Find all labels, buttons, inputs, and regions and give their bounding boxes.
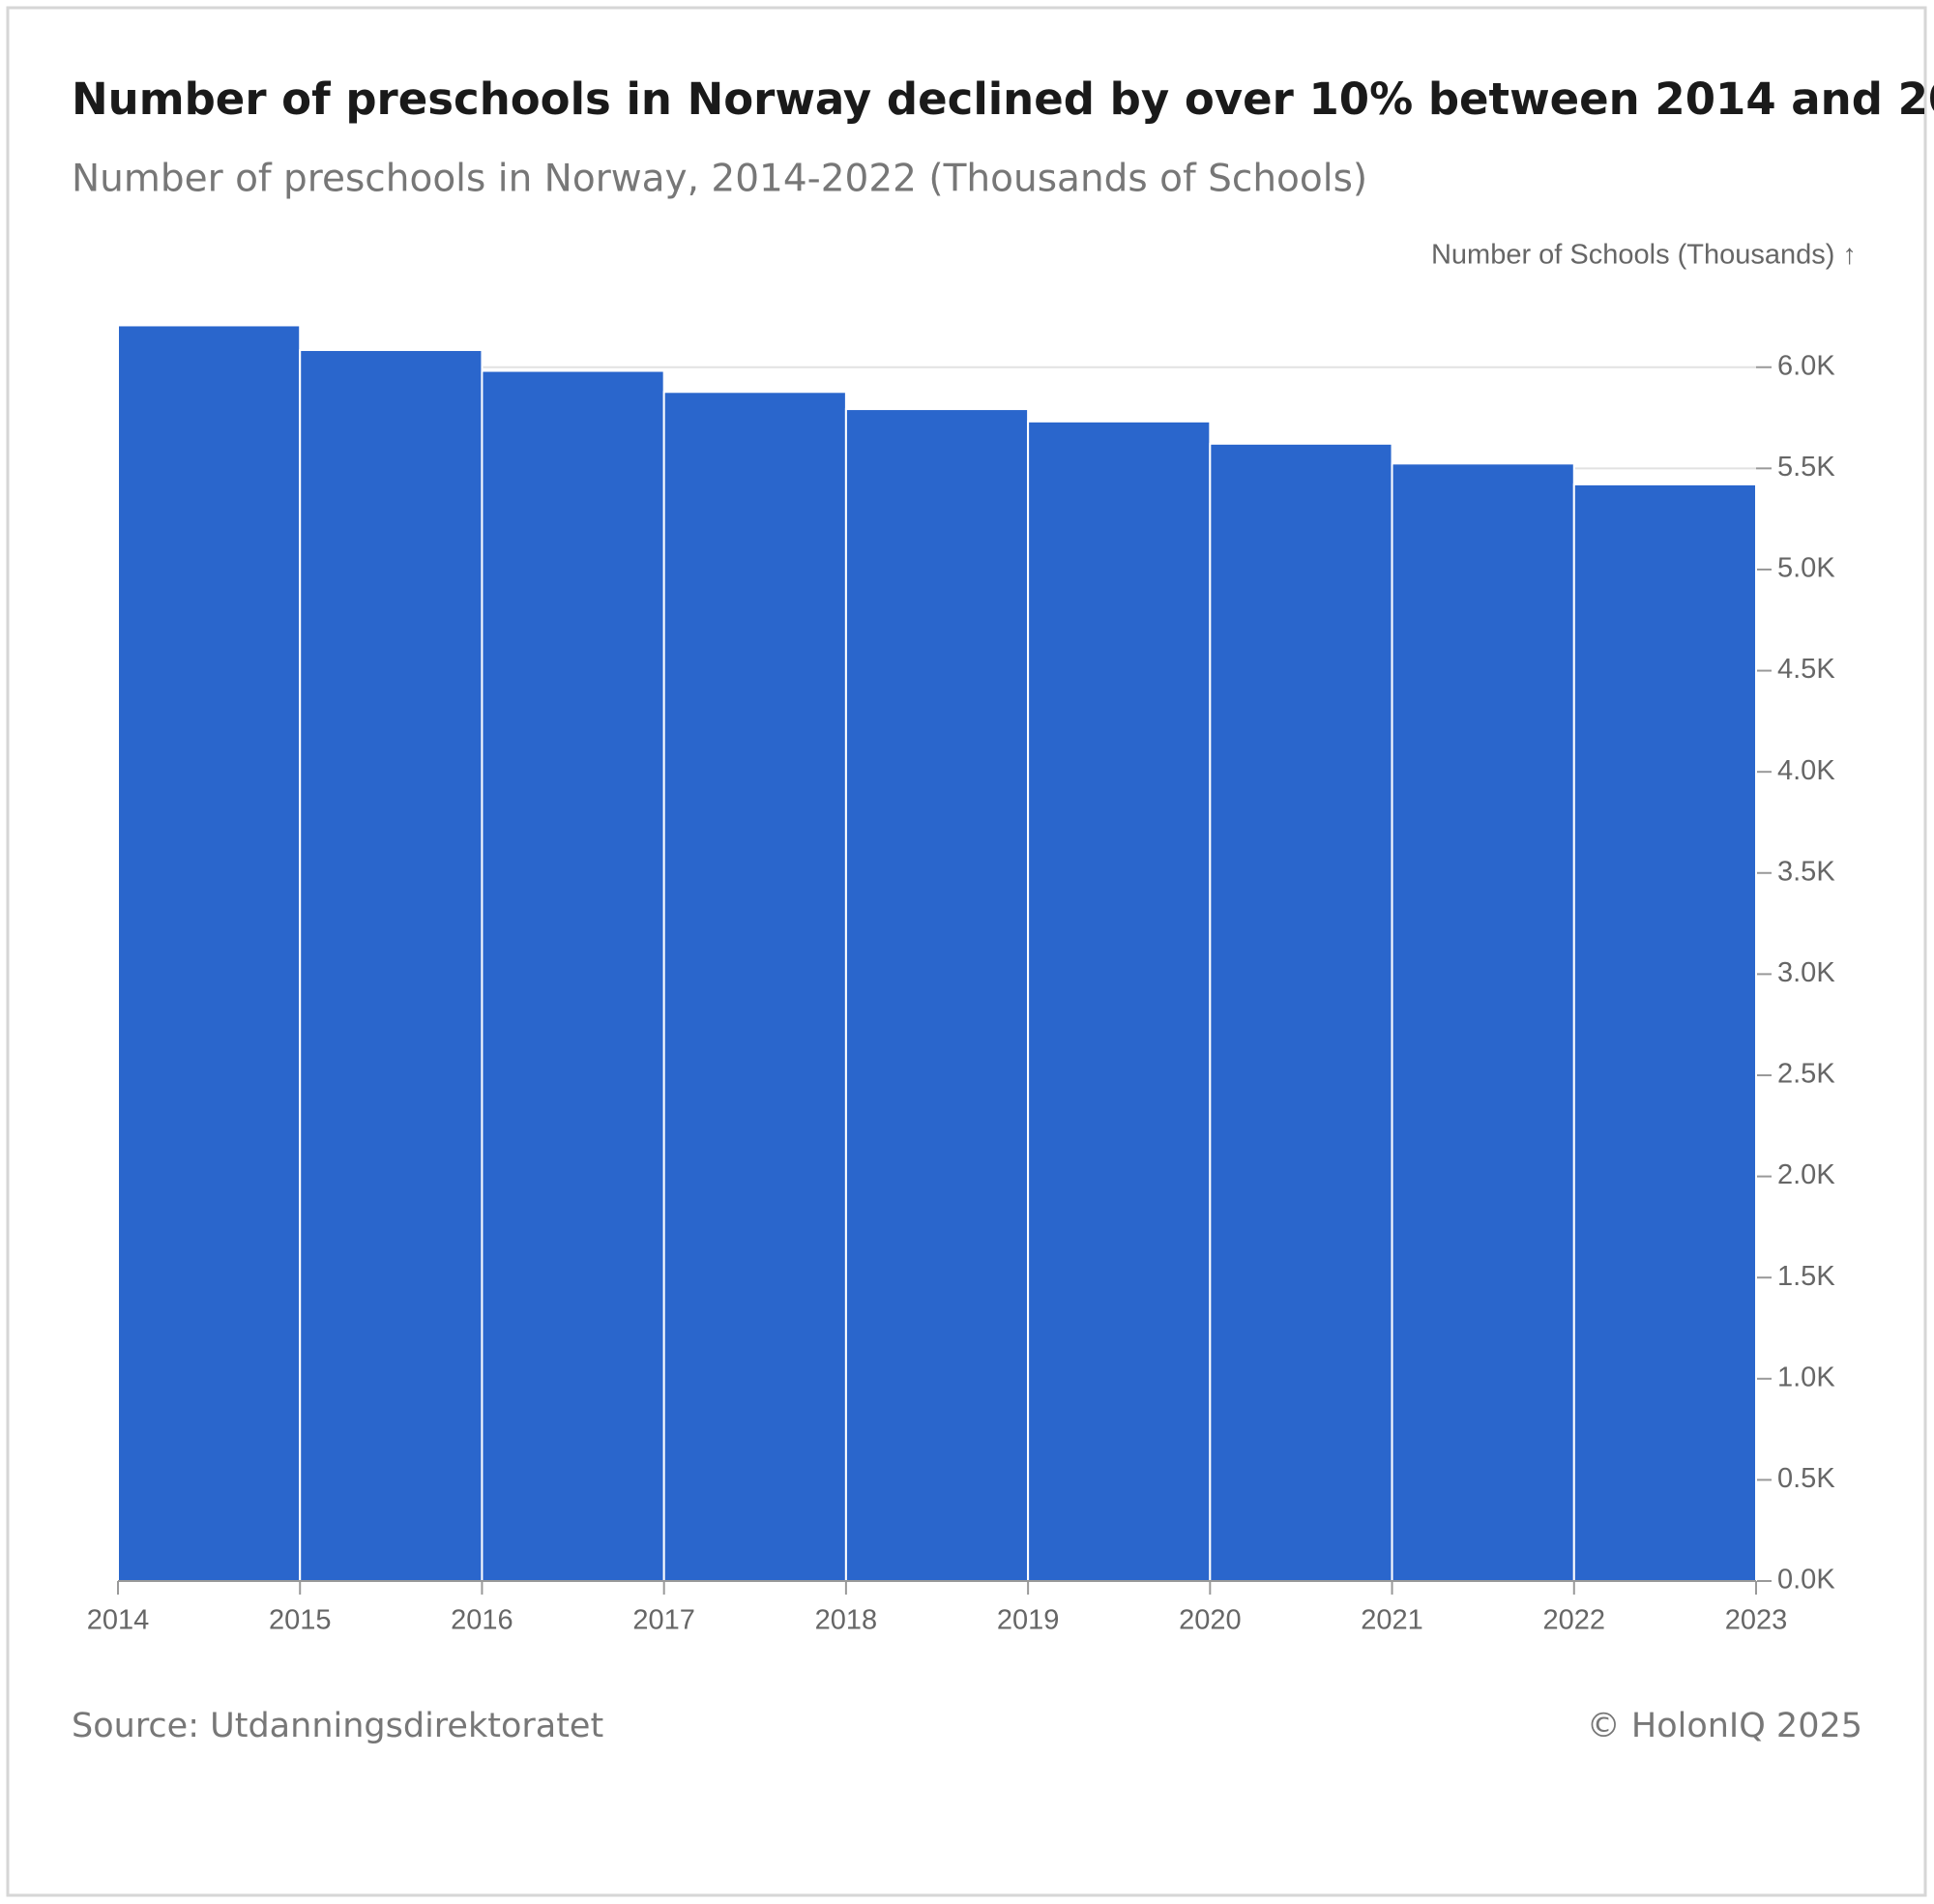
bar bbox=[299, 348, 484, 1582]
y-tick-label: 3.0K bbox=[1777, 957, 1835, 988]
y-tick-label: 5.0K bbox=[1777, 553, 1835, 584]
y-tick-label: 0.0K bbox=[1777, 1565, 1835, 1596]
y-tick-label: 3.5K bbox=[1777, 856, 1835, 887]
x-tick-label: 2019 bbox=[997, 1605, 1060, 1636]
x-tick-label: 2014 bbox=[87, 1605, 150, 1636]
bar bbox=[844, 408, 1030, 1582]
source: Source: Utdanningsdirektoratet bbox=[72, 1707, 603, 1745]
copyright: © HolonIQ 2025 bbox=[1587, 1707, 1862, 1745]
x-tick-label: 2022 bbox=[1543, 1605, 1606, 1636]
x-tick-label: 2017 bbox=[632, 1605, 695, 1636]
y-tick-label: 4.0K bbox=[1777, 755, 1835, 786]
y-tick-label: 0.5K bbox=[1777, 1463, 1835, 1494]
y-tick-label: 6.0K bbox=[1777, 350, 1835, 381]
y-tick-label: 2.0K bbox=[1777, 1159, 1835, 1190]
chart-subtitle: Number of preschools in Norway, 2014-202… bbox=[72, 158, 1367, 201]
y-tick-label: 5.5K bbox=[1777, 452, 1835, 483]
bar bbox=[662, 391, 847, 1583]
x-tick-label: 2021 bbox=[1361, 1605, 1423, 1636]
x-tick-label: 2016 bbox=[451, 1605, 513, 1636]
bar bbox=[1391, 462, 1575, 1582]
chart-title: Number of preschools in Norway declined … bbox=[72, 73, 1934, 125]
bar bbox=[1572, 483, 1758, 1583]
x-tick-label: 2018 bbox=[815, 1605, 878, 1636]
y-tick-label: 1.0K bbox=[1777, 1362, 1835, 1392]
bar bbox=[117, 324, 302, 1582]
x-tick-label: 2020 bbox=[1179, 1605, 1242, 1636]
y-tick-label: 1.5K bbox=[1777, 1261, 1835, 1292]
y-tick-label: 4.5K bbox=[1777, 654, 1835, 685]
bar bbox=[1027, 420, 1212, 1582]
y-tick-label: 2.5K bbox=[1777, 1059, 1835, 1090]
bar bbox=[1209, 442, 1393, 1582]
x-tick-label: 2023 bbox=[1725, 1605, 1788, 1636]
y-axis-label: Number of Schools (Thousands) ↑ bbox=[1431, 240, 1857, 271]
bar bbox=[481, 369, 665, 1583]
x-tick-label: 2015 bbox=[269, 1605, 332, 1636]
